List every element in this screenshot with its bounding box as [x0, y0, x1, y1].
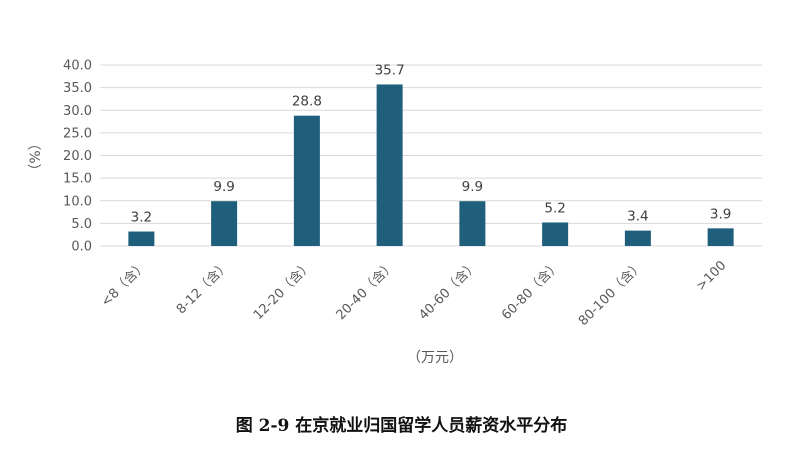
y-tick-label: 0.0 [71, 240, 92, 255]
y-tick-label: 35.0 [63, 81, 92, 96]
x-tick-label: 20-40（含） [333, 258, 399, 324]
bar [707, 228, 734, 246]
bar [128, 231, 155, 246]
y-axis-ticks: 0.0 5.0 10.0 15.0 20.0 25.0 30.0 35.0 40.0 [63, 59, 92, 255]
bar [459, 201, 486, 246]
bar [624, 230, 651, 246]
x-axis-ticks: <8（含） 8-12（含） 12-20（含） 20-40（含） 40-60（含） 60-8… [98, 258, 730, 329]
x-tick-label: 40-60（含） [416, 258, 482, 324]
x-axis-title: （万元） [407, 350, 463, 366]
x-tick-label: 80-100（含） [575, 258, 646, 329]
y-tick-label: 5.0 [71, 217, 92, 232]
bar [211, 201, 238, 246]
data-labels: 3.2 9.9 28.8 35.7 9.9 5.2 3.4 3.9 [131, 62, 732, 225]
x-tick-label: 8-12（含） [173, 258, 233, 318]
bar [542, 222, 569, 246]
data-label: 5.2 [544, 200, 565, 216]
y-tick-label: 30.0 [63, 104, 92, 119]
x-tick-label: >100 [694, 258, 730, 294]
y-axis-title: （%） [28, 136, 44, 177]
bar-chart: 0.0 5.0 10.0 15.0 20.0 25.0 30.0 35.0 40.0 3.2 9.… [28, 59, 762, 366]
y-tick-label: 20.0 [63, 149, 92, 164]
bar [376, 84, 403, 247]
x-tick-label: 12-20（含） [250, 258, 316, 324]
data-label: 9.9 [213, 179, 234, 195]
y-tick-label: 15.0 [63, 172, 92, 187]
data-label: 35.7 [375, 62, 405, 78]
y-tick-label: 40.0 [63, 59, 92, 74]
data-label: 28.8 [292, 94, 322, 110]
bars [128, 84, 734, 247]
bar [293, 115, 320, 247]
data-label: 9.9 [462, 179, 483, 195]
x-tick-label: 60-80（含） [498, 258, 564, 324]
figure-caption: 图 2-9 在京就业归国留学人员薪资水平分布 [235, 416, 568, 436]
data-label: 3.4 [627, 209, 648, 225]
x-tick-label: <8（含） [98, 258, 150, 310]
y-tick-label: 25.0 [63, 126, 92, 141]
data-label: 3.9 [710, 206, 731, 222]
data-label: 3.2 [131, 210, 152, 226]
y-tick-label: 10.0 [63, 194, 92, 209]
gridlines [100, 64, 762, 247]
